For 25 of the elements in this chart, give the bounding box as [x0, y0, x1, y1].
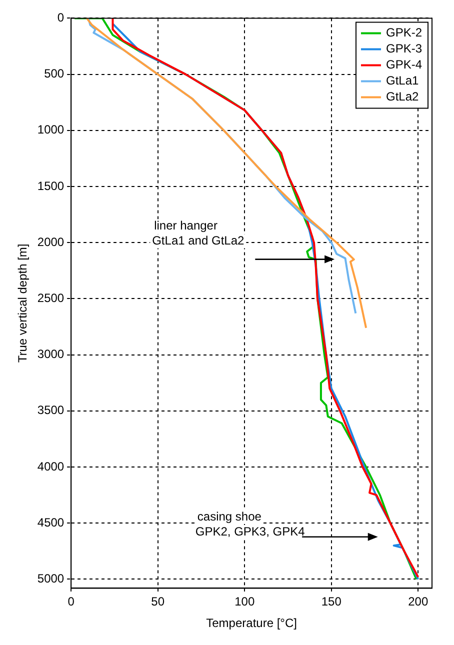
- y-tick-label: 5000: [37, 572, 64, 586]
- legend-label: GPK-2: [386, 26, 422, 40]
- x-tick-label: 200: [408, 594, 428, 609]
- x-tick-label: 150: [321, 594, 342, 609]
- y-tick-label: 3500: [37, 403, 64, 418]
- legend-label: GtLa2: [386, 90, 420, 104]
- y-axis-title: True vertical depth [m]: [16, 244, 30, 363]
- y-tick-label: 0: [57, 10, 64, 25]
- y-tick-label: 2500: [37, 291, 64, 306]
- y-tick-label: 500: [44, 66, 64, 81]
- y-tick-label: 1500: [37, 178, 64, 193]
- y-tick-label: 3000: [37, 347, 64, 362]
- x-tick-label: 50: [151, 594, 165, 609]
- x-axis-title: Temperature [°C]: [206, 616, 297, 630]
- annotation: casing shoe GPK2, GPK3, GPK4: [195, 509, 306, 538]
- legend-label: GtLa1: [386, 74, 420, 88]
- y-tick-label: 2000: [37, 234, 64, 249]
- y-tick-label: 1000: [37, 122, 64, 137]
- x-tick-label: 100: [234, 594, 255, 609]
- legend-label: GPK-4: [386, 58, 422, 72]
- annotation: liner hanger GtLa1 and GtLa2: [152, 218, 244, 248]
- x-tick-label: 0: [68, 594, 75, 609]
- y-tick-label: 4000: [37, 459, 64, 474]
- y-tick-label: 4500: [37, 515, 64, 530]
- legend-label: GPK-3: [386, 42, 422, 56]
